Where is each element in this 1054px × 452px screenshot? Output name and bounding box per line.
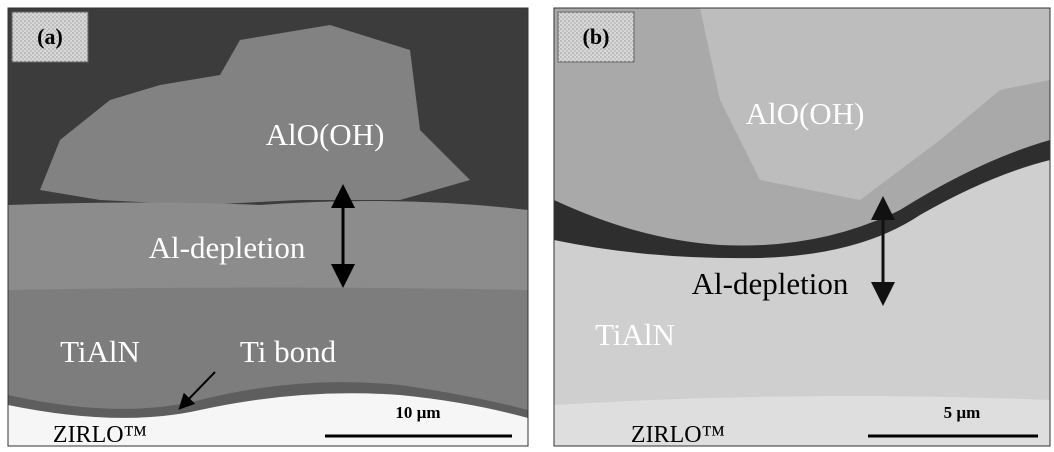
annotation: TiAlN	[60, 334, 140, 369]
scale-label: 10 µm	[395, 403, 440, 422]
panel-a: (a) AlO(OH) Al-depletion TiAlN Ti bond Z…	[8, 8, 528, 448]
scale-label: 5 µm	[944, 403, 981, 422]
annotation: TiAlN	[595, 317, 675, 352]
annotation: ZIRLO™	[631, 422, 725, 448]
page: (a) AlO(OH) Al-depletion TiAlN Ti bond Z…	[0, 0, 1054, 452]
panel-label: (a)	[37, 24, 63, 49]
annotation: AlO(OH)	[746, 96, 865, 131]
annotation: ZIRLO™	[53, 422, 147, 448]
annotation: AlO(OH)	[266, 117, 385, 152]
annotation: Ti bond	[240, 334, 337, 369]
annotation: Al-depletion	[692, 266, 849, 301]
panel-b: (b) AlO(OH) Al-depletion TiAlN ZIRLO™ 5 …	[554, 8, 1050, 448]
figure: (a) AlO(OH) Al-depletion TiAlN Ti bond Z…	[0, 0, 1054, 452]
panel-label: (b)	[583, 24, 610, 49]
annotation: Al-depletion	[149, 230, 306, 265]
